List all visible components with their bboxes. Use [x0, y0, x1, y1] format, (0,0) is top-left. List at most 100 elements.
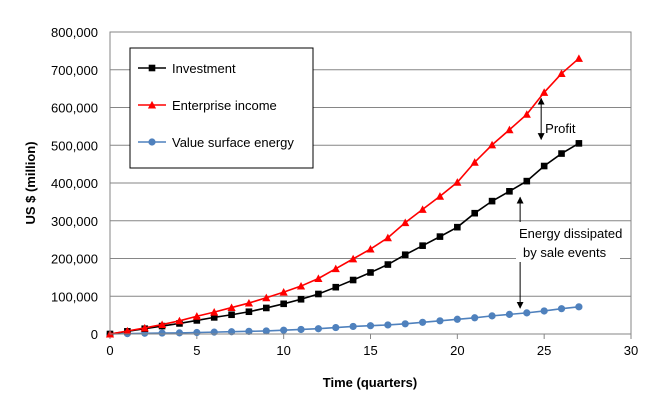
- data-point-value-surface-energy: [280, 326, 288, 334]
- data-point-enterprise-income: [279, 287, 288, 296]
- data-point-investment: [488, 197, 496, 205]
- annotation-background: [516, 222, 620, 262]
- legend-item-value-surface-energy: Value surface energy: [138, 135, 294, 150]
- data-point-enterprise-income: [227, 303, 236, 312]
- data-point-value-surface-energy: [419, 318, 427, 326]
- data-point-investment: [575, 140, 583, 147]
- x-axis-title: Time (quarters): [323, 375, 417, 390]
- data-point-value-surface-energy: [540, 307, 548, 315]
- data-point-enterprise-income: [349, 254, 358, 263]
- data-point-enterprise-income: [383, 233, 392, 242]
- y-axis-title: US $ (million): [23, 141, 38, 224]
- data-point-investment: [401, 251, 409, 259]
- y-tick-label: 0: [91, 327, 98, 342]
- data-point-investment: [454, 223, 461, 231]
- data-point-value-surface-energy: [557, 305, 566, 313]
- data-point-enterprise-income: [140, 323, 149, 332]
- x-tick-label: 20: [450, 343, 464, 358]
- profit-label: Profit: [545, 121, 576, 136]
- x-tick-label: 5: [193, 343, 200, 358]
- data-point-investment: [523, 177, 531, 185]
- data-point-value-surface-energy: [227, 328, 236, 336]
- data-point-value-surface-energy: [575, 303, 583, 311]
- data-point-investment: [245, 308, 253, 316]
- data-point-value-surface-energy: [401, 320, 409, 328]
- data-point-value-surface-energy: [384, 321, 392, 329]
- legend-label: Value surface energy: [172, 135, 294, 150]
- data-point-enterprise-income: [540, 88, 549, 96]
- legend-label: Investment: [172, 61, 236, 76]
- data-point-investment: [436, 233, 444, 240]
- data-point-investment: [471, 209, 478, 217]
- data-point-enterprise-income: [557, 69, 566, 78]
- data-point-value-surface-energy: [193, 328, 201, 337]
- data-point-value-surface-energy: [523, 309, 531, 317]
- y-tick-labels: 0 100,000 200,000 300,000 400,000 500,000 600,…: [51, 25, 98, 342]
- legend-marker: [147, 100, 157, 109]
- data-point-value-surface-energy: [471, 314, 479, 322]
- data-point-enterprise-income: [487, 140, 497, 149]
- data-point-investment: [332, 283, 340, 291]
- data-point-investment: [540, 162, 548, 170]
- energy-dissipated-label-line2: by sale events: [523, 245, 607, 260]
- x-tick-label: 30: [624, 343, 638, 358]
- y-tick-label: 100,000: [51, 289, 98, 304]
- data-point-enterprise-income: [158, 320, 167, 329]
- y-tick-label: 400,000: [51, 176, 98, 191]
- data-point-enterprise-income: [210, 308, 219, 316]
- data-point-investment: [367, 269, 374, 276]
- y-tick-label: 500,000: [51, 138, 98, 153]
- data-point-value-surface-energy: [297, 325, 305, 334]
- data-point-value-surface-energy: [436, 317, 444, 325]
- data-point-value-surface-energy: [314, 325, 323, 333]
- data-point-investment: [280, 300, 287, 308]
- data-point-enterprise-income: [123, 326, 132, 335]
- data-point-investment: [210, 314, 218, 321]
- y-tick-label: 300,000: [51, 214, 98, 229]
- data-point-enterprise-income: [192, 312, 201, 320]
- data-point-value-surface-energy: [158, 329, 166, 337]
- data-point-investment: [228, 311, 235, 319]
- plot-border: [109, 31, 632, 335]
- data-point-investment: [419, 242, 426, 249]
- x-tick-labels: 0 5 10 15 20 25 30: [106, 343, 638, 358]
- x-tick-marks: [109, 334, 632, 339]
- data-point-value-surface-energy: [332, 323, 340, 332]
- series-line-enterprise-income: [109, 57, 580, 335]
- legend: Investment Enterprise income Value surface…: [129, 47, 314, 169]
- data-point-investment: [384, 261, 392, 268]
- legend-item-investment: Investment: [138, 61, 236, 76]
- data-point-value-surface-energy: [453, 315, 461, 323]
- data-point-enterprise-income: [314, 274, 323, 282]
- legend-item-enterprise-income: Enterprise income: [138, 98, 277, 113]
- data-point-enterprise-income: [522, 110, 531, 118]
- data-point-enterprise-income: [574, 54, 583, 62]
- data-point-value-surface-energy: [349, 322, 357, 331]
- data-point-value-surface-energy: [505, 310, 514, 318]
- data-point-investment: [315, 290, 322, 298]
- data-point-value-surface-energy: [175, 329, 184, 337]
- data-point-value-surface-energy: [245, 327, 253, 335]
- data-point-enterprise-income: [505, 125, 514, 134]
- data-point-value-surface-energy: [366, 322, 375, 330]
- y-tick-label: 800,000: [51, 25, 98, 40]
- data-point-value-surface-energy: [488, 312, 496, 320]
- series-line-investment: [109, 142, 580, 335]
- series-line-value-surface-energy: [109, 306, 579, 335]
- data-point-investment: [193, 317, 201, 324]
- data-point-investment: [558, 150, 565, 157]
- annotations: Profit Energy dissipated by sale events: [516, 97, 622, 309]
- data-point-enterprise-income: [296, 281, 306, 290]
- data-point-enterprise-income: [470, 158, 479, 166]
- data-point-investment: [297, 295, 305, 303]
- x-tick-label: 0: [106, 343, 113, 358]
- y-tick-label: 200,000: [51, 252, 98, 267]
- legend-marker: [148, 64, 156, 72]
- y-tick-label: 700,000: [51, 63, 98, 78]
- data-point-enterprise-income: [244, 298, 254, 307]
- energy-dissipated-label-line1: Energy dissipated: [519, 226, 622, 241]
- data-point-investment: [263, 304, 270, 312]
- series-enterprise-income: [105, 54, 583, 338]
- data-point-enterprise-income: [435, 192, 445, 200]
